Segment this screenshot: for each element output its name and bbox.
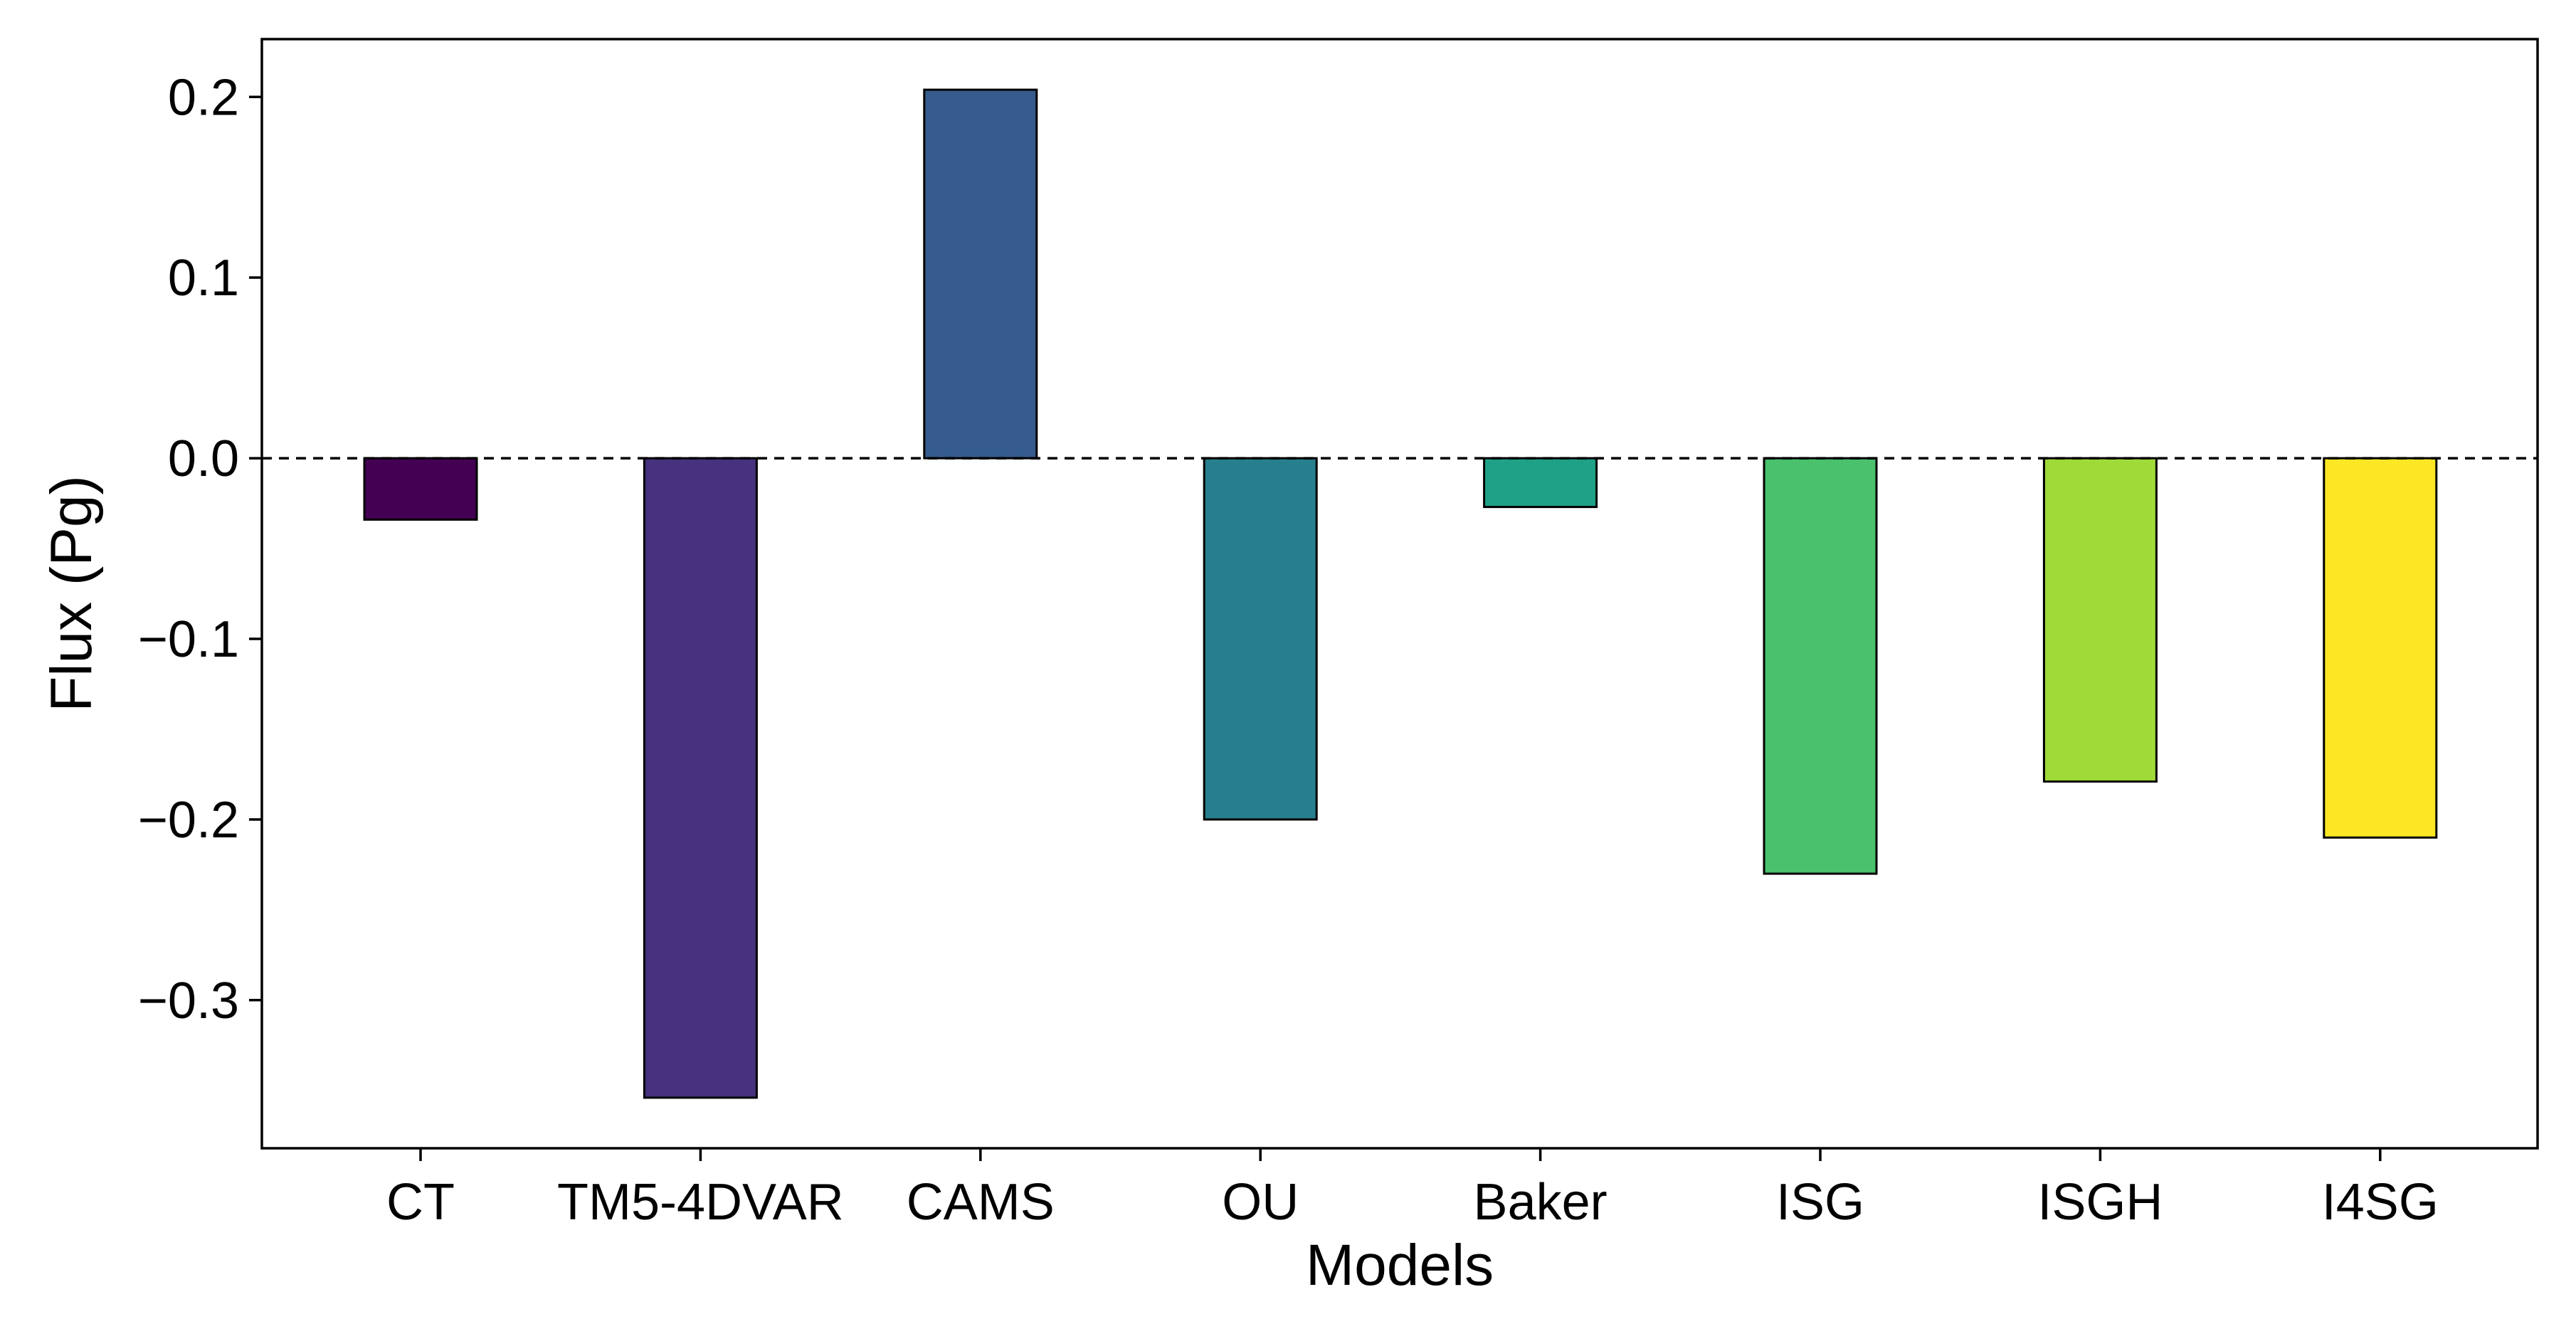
x-tick-label: Baker xyxy=(1474,1174,1608,1231)
x-tick-label: CAMS xyxy=(907,1174,1055,1231)
bar-ou xyxy=(1203,457,1318,821)
y-axis-label: Flux (Pg) xyxy=(39,475,104,712)
y-tick-label: −0.3 xyxy=(138,973,239,1029)
x-tick-label: ISG xyxy=(1776,1174,1864,1231)
bar-baker xyxy=(1483,457,1598,509)
y-tick-label: 0.2 xyxy=(168,69,239,126)
bar-tm5-4dvar xyxy=(643,457,758,1099)
plot-frame xyxy=(260,38,2539,1150)
bar-ct xyxy=(363,457,478,521)
y-tick-label: 0.0 xyxy=(168,430,239,487)
x-tick-label: ISGH xyxy=(2037,1174,2163,1231)
x-tick-label: CT xyxy=(386,1174,455,1231)
x-tick-label: I4SG xyxy=(2322,1174,2439,1231)
y-tick-label: −0.1 xyxy=(138,611,239,668)
bars-layer xyxy=(363,88,2438,1099)
x-axis: CT TM5-4DVAR CAMS OU Baker ISG ISGH I4SG xyxy=(386,1148,2439,1231)
x-tick-label: OU xyxy=(1222,1174,1299,1231)
y-tick-label: −0.2 xyxy=(138,792,239,849)
y-tick-label: 0.1 xyxy=(168,250,239,307)
bar-i4sg xyxy=(2323,457,2438,839)
bar-cams xyxy=(923,88,1038,460)
bar-isgh xyxy=(2042,457,2158,783)
x-tick-label: TM5-4DVAR xyxy=(557,1174,844,1231)
x-axis-label: Models xyxy=(1306,1233,1494,1298)
bar-isg xyxy=(1763,457,1878,875)
y-axis: 0.2 0.1 0.0 −0.1 −0.2 −0.3 xyxy=(138,69,262,1029)
